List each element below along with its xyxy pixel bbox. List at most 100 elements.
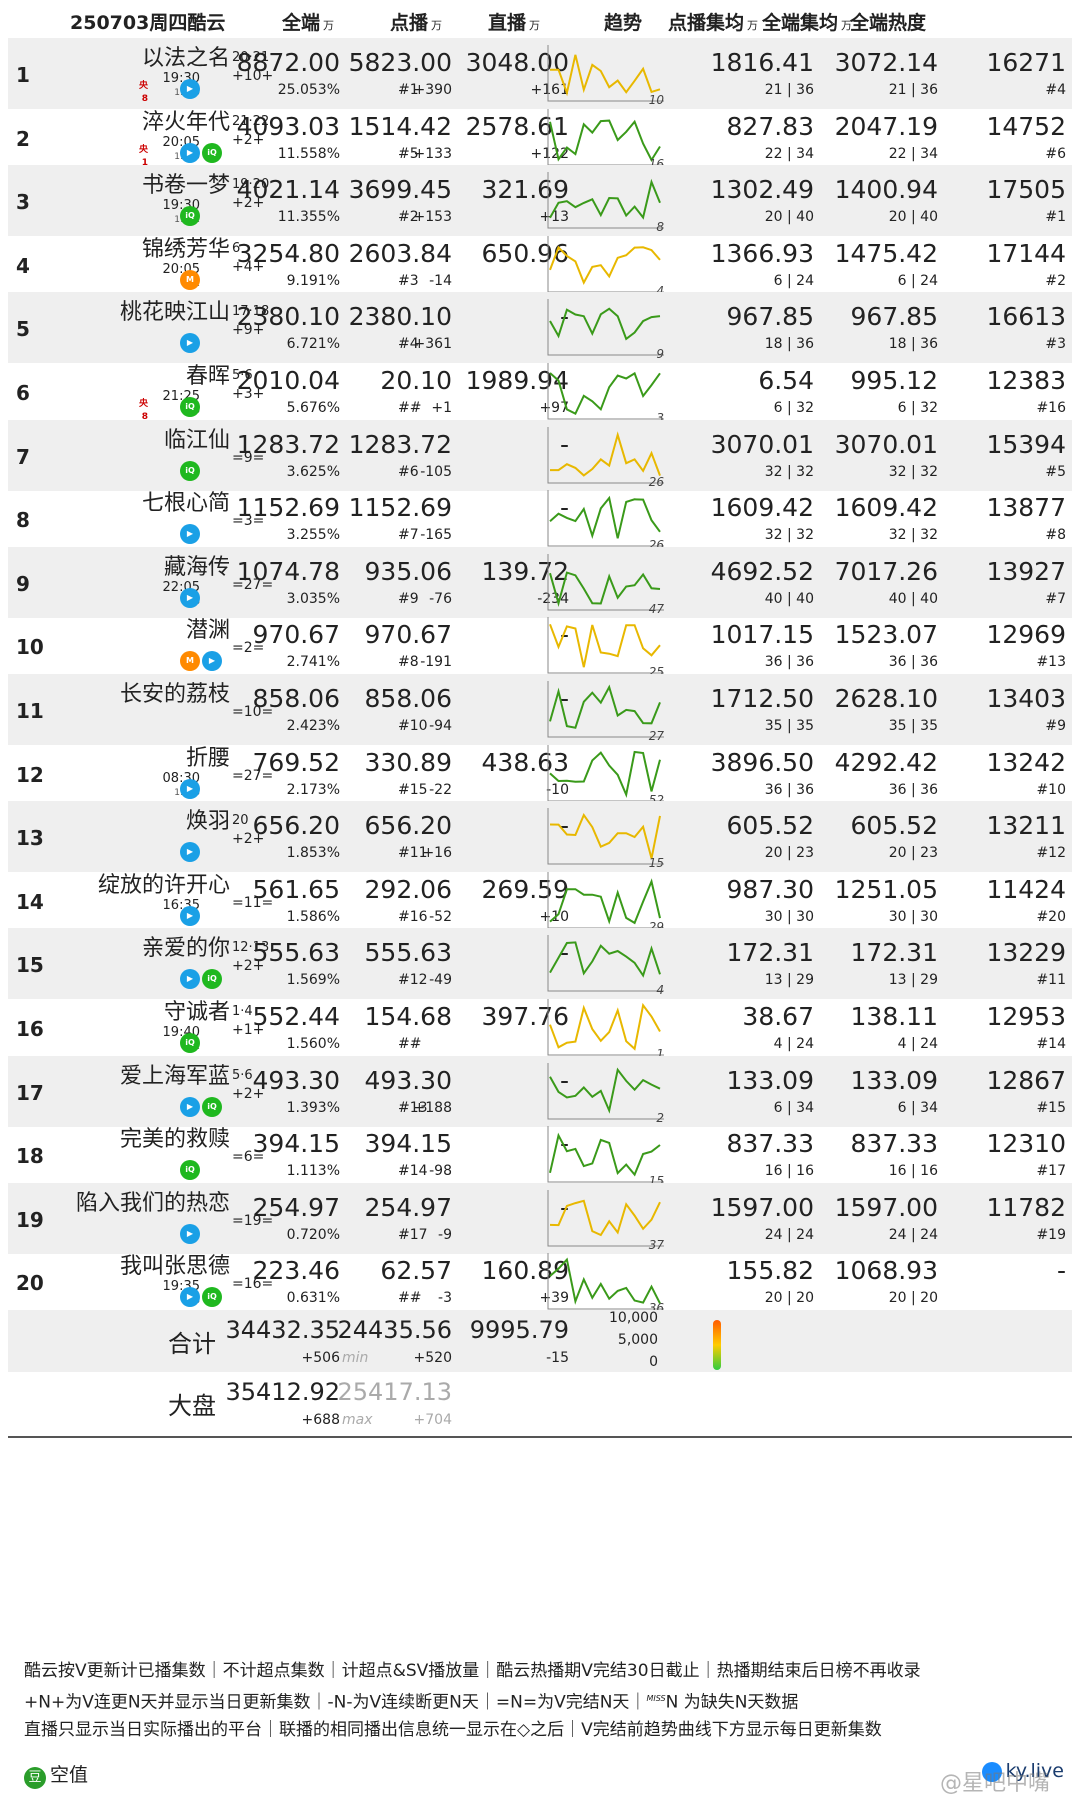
- table-row[interactable]: 20 我叫张思德 =16= 19:35 7·8 ▶iQ 223.46 0.631…: [8, 1246, 1072, 1317]
- iqiyi-platform-icon: iQ: [202, 1096, 222, 1117]
- platform-icons: ▶: [180, 333, 202, 355]
- col-click-header: 点播万: [390, 12, 443, 34]
- table-row[interactable]: 10 潜渊 =2= M ▶ 970.67 2.741% 970.67 #8 -19…: [8, 610, 1072, 681]
- table-row[interactable]: 4 锦绣芳华 6 +4+ 20:05 1·2 M 3254.80 9.191% …: [8, 229, 1072, 300]
- trend-axis: [547, 1189, 664, 1247]
- play-platform-icon: ▶: [180, 333, 200, 354]
- live-views: 269.59: [481, 874, 569, 904]
- heat-score: 13877: [986, 493, 1066, 523]
- show-title[interactable]: 守诚者: [163, 1000, 230, 1025]
- trend-chart: [547, 617, 664, 674]
- total-all-change: +506: [301, 1350, 340, 1366]
- all-per-episode: 172.31: [850, 938, 938, 968]
- table-row[interactable]: 7 临江仙 =9= iQ 1283.72 3.625% 1283.72 #6 -…: [8, 419, 1072, 491]
- show-title[interactable]: 亲爱的你: [141, 936, 230, 962]
- brand-right[interactable]: ky.live: [981, 1760, 1064, 1782]
- table-row[interactable]: 6 春晖 5·6 +3+ 央8 21:25 5·6 iQ 2010.04 5.6…: [8, 356, 1072, 427]
- click-views: 555.63: [364, 938, 452, 968]
- all-episode-count: 22 | 34: [888, 145, 938, 162]
- trend-line: [549, 1132, 661, 1177]
- all-per-episode: 1400.94: [834, 175, 938, 205]
- click-change: -98: [429, 1163, 452, 1180]
- all-views: 769.52: [252, 747, 340, 777]
- all-episode-count: 13 | 29: [888, 972, 938, 989]
- trend-days-label: 10: [648, 93, 664, 107]
- table-row[interactable]: 19 陷入我们的热恋 =19= ▶ 254.97 0.720% 254.97 #…: [8, 1182, 1072, 1254]
- platform-icons: iQ: [180, 1160, 202, 1182]
- all-episode-count: 24 | 24: [888, 1226, 938, 1243]
- click-change: -105: [420, 463, 452, 480]
- rank-number: 9: [16, 571, 30, 596]
- show-title[interactable]: 陷入我们的热恋: [75, 1190, 230, 1216]
- live-views: 1989.94: [465, 366, 569, 395]
- show-title[interactable]: 绽放的许开心: [97, 872, 230, 898]
- show-title[interactable]: 书卷一梦: [141, 173, 230, 199]
- click-change: +361: [413, 336, 452, 353]
- all-episode-count: 6 | 32: [897, 400, 938, 416]
- table-row[interactable]: 1 以法之名 20·21 +10+ 央8 19:30 19·20 ▶ 8872.…: [8, 38, 1072, 109]
- click-rank: ##: [398, 1290, 422, 1307]
- click-episode-count: 40 | 40: [764, 590, 814, 607]
- click-episode-count: 30 | 30: [764, 908, 814, 925]
- play-platform-icon: ▶: [202, 651, 222, 672]
- table-row[interactable]: 14 绽放的许开心 =11= 16:35 ▶ 561.65 1.586% 292…: [8, 865, 1072, 936]
- show-title[interactable]: 以法之名: [141, 46, 230, 71]
- play-platform-icon: ▶: [180, 1223, 200, 1244]
- show-title[interactable]: 锦绣芳华: [141, 236, 230, 262]
- all-per-episode: 995.12: [850, 366, 938, 395]
- show-title[interactable]: 我叫张思德: [119, 1254, 230, 1280]
- trend-chart: [547, 1189, 664, 1247]
- show-title[interactable]: 七根心简: [141, 491, 230, 517]
- heat-score: -: [1056, 1256, 1066, 1286]
- click-views: 394.15: [364, 1129, 452, 1159]
- show-title[interactable]: 焕羽: [185, 809, 230, 835]
- click-per-episode: 827.83: [726, 111, 814, 141]
- table-row[interactable]: 9 藏海传 =27= 22:05 7·8 ▶ 1074.78 3.035% 93…: [8, 546, 1072, 618]
- table-row[interactable]: 12 折腰 =27= 08:30 19·23 ▶ 769.52 2.173% 3…: [8, 738, 1072, 809]
- click-per-episode: 6.54: [758, 366, 814, 395]
- show-title[interactable]: 折腰: [185, 745, 230, 771]
- show-title[interactable]: 爱上海军蓝: [119, 1063, 230, 1089]
- play-platform-icon: ▶: [180, 1287, 200, 1308]
- all-views: 4093.03: [236, 111, 340, 141]
- trend-chart: [547, 1126, 664, 1183]
- market-click-note: max: [342, 1412, 373, 1428]
- col-trend-header: 趋势: [604, 12, 643, 34]
- market-share: 11.558%: [277, 145, 340, 162]
- show-title[interactable]: 完美的救赎: [119, 1127, 230, 1153]
- table-row[interactable]: 11 长安的荔枝 =10= 858.06 2.423% 858.06 #10 -…: [8, 674, 1072, 745]
- table-row[interactable]: 3 书卷一梦 19·20 +2+ 19:30 11·12 iQ 4021.14 …: [8, 165, 1072, 237]
- heat-score: 11424: [986, 874, 1066, 904]
- show-title[interactable]: 桃花映江山: [119, 300, 230, 326]
- show-title[interactable]: 淬火年代: [141, 109, 230, 135]
- trend-sparkline: 16: [546, 105, 666, 171]
- table-row[interactable]: 13 焕羽 20 +2+ ▶ 656.20 1.853% 656.20 #11 …: [8, 801, 1072, 873]
- show-title[interactable]: 藏海传: [163, 554, 230, 580]
- table-row[interactable]: 18 完美的救赎 =6= iQ 394.15 1.113% 394.15 #14…: [8, 1119, 1072, 1190]
- platform-icons: ▶: [180, 842, 202, 864]
- table-row[interactable]: 2 淬火年代 21·22 +2+ 央1 20:05 19·20 ▶iQ 4093…: [8, 102, 1072, 173]
- footer-divider: [8, 1436, 1072, 1438]
- trend-line: [549, 684, 661, 729]
- tv-channel: 央8: [138, 399, 148, 422]
- table-row[interactable]: 8 七根心简 =3= ▶ 1152.69 3.255% 1152.69 #7 -…: [8, 483, 1072, 554]
- all-episode-count: 21 | 36: [888, 82, 938, 98]
- show-title[interactable]: 潜渊: [185, 618, 230, 644]
- table-row[interactable]: 17 爱上海军蓝 5·6 +2+ ▶ iQ 493.30 1.393% 493.3…: [8, 1055, 1072, 1127]
- update-indicator: +2+: [232, 195, 265, 212]
- all-episode-count: 20 | 23: [888, 845, 938, 862]
- show-title[interactable]: 临江仙: [163, 427, 230, 453]
- all-views: 394.15: [252, 1129, 340, 1159]
- show-title[interactable]: 春晖: [185, 364, 230, 389]
- heat-score: 14752: [986, 111, 1066, 141]
- table-row[interactable]: 16 守诚者 1·4 +1+ 19:40 1·2 iQ 552.44 1.560…: [8, 992, 1072, 1063]
- update-indicator: +2+: [232, 1085, 265, 1102]
- trend-line: [549, 371, 661, 416]
- click-episode-count: 36 | 36: [764, 781, 814, 798]
- table-row[interactable]: 15 亲爱的你 12·13 +2+ ▶ iQ 555.63 1.569% 555.…: [8, 928, 1072, 1000]
- play-platform-icon: ▶: [180, 905, 200, 926]
- total-all: 34432.35: [225, 1316, 340, 1344]
- table-row[interactable]: 5 桃花映江山 17·18 +9+ ▶ 2380.10 6.721% 2380.…: [8, 292, 1072, 364]
- show-title[interactable]: 长安的荔枝: [119, 682, 230, 707]
- trend-chart: [547, 1253, 664, 1310]
